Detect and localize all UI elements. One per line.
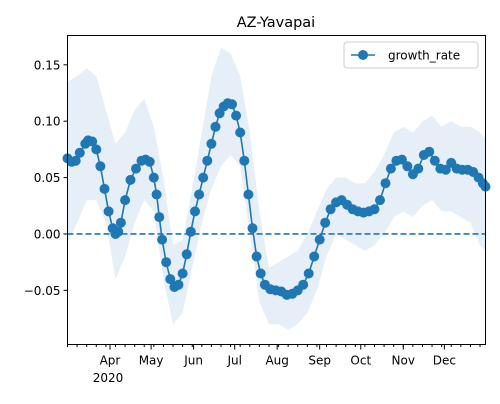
data-point (380, 178, 391, 189)
data-point (298, 279, 309, 290)
y-tick-label: 0.15 (34, 58, 61, 72)
plot-frame (67, 35, 486, 345)
data-point (99, 183, 110, 194)
data-point (206, 138, 217, 149)
data-point (148, 172, 159, 183)
data-point (198, 172, 209, 183)
x-tick-label: Nov (392, 354, 415, 368)
legend-marker-icon (358, 50, 368, 60)
x-tick-label: Oct (350, 354, 371, 368)
data-point (194, 189, 205, 200)
data-point (325, 204, 336, 215)
data-point (125, 174, 136, 185)
data-point (91, 144, 102, 155)
data-point (177, 268, 188, 279)
data-point (144, 156, 155, 167)
data-point (440, 164, 451, 175)
data-point (70, 155, 81, 166)
data-point (87, 136, 98, 147)
y-axis: −0.05 0.00 0.05 0.10 0.15 (24, 58, 68, 298)
series-layer (62, 98, 491, 300)
confidence-band-layer (67, 47, 486, 330)
data-point (303, 268, 314, 279)
y-tick-label: −0.05 (24, 284, 61, 298)
data-point (385, 163, 396, 174)
data-point (375, 195, 385, 206)
data-point (190, 206, 200, 217)
data-point (157, 234, 168, 245)
data-point (402, 161, 413, 172)
legend-box (343, 41, 479, 69)
data-point (131, 163, 141, 174)
y-tick-label: 0.10 (34, 115, 61, 129)
data-point (243, 189, 254, 200)
data-point (314, 234, 325, 245)
data-point (173, 279, 184, 290)
x-tick-label: Apr (100, 354, 121, 368)
x-axis-year-label: 2020 (93, 371, 124, 385)
chart-title: AZ-Yavapai (237, 15, 315, 31)
x-tick-label: May (139, 354, 164, 368)
x-tick-label: Sep (308, 354, 331, 368)
legend: growth_rate (343, 41, 479, 69)
data-point (231, 110, 242, 121)
data-point (115, 217, 126, 228)
data-point (202, 155, 213, 166)
data-point (251, 251, 262, 262)
data-point (239, 155, 250, 166)
data-point (113, 226, 124, 237)
data-point (235, 127, 246, 138)
data-point (247, 223, 258, 234)
confidence-band (67, 47, 486, 330)
x-tick-label: Jul (226, 354, 241, 368)
data-point (95, 161, 106, 172)
data-point (103, 206, 114, 217)
data-point (413, 163, 424, 174)
data-point (151, 189, 162, 200)
x-tick-label: Dec (433, 354, 456, 368)
data-point (154, 212, 165, 223)
data-point (309, 251, 320, 262)
data-point (255, 268, 266, 279)
y-tick-label: 0.05 (34, 171, 61, 185)
data-point (210, 121, 221, 132)
data-point (185, 226, 196, 237)
data-point (181, 249, 192, 260)
data-point (120, 195, 131, 206)
data-point (396, 154, 407, 165)
x-tick-label: Jun (183, 354, 203, 368)
data-point (424, 146, 435, 157)
legend-label: growth_rate (388, 49, 460, 63)
data-point (165, 274, 176, 285)
data-point (74, 147, 85, 158)
data-point (320, 217, 331, 228)
data-point (369, 204, 380, 215)
x-axis: Apr May Jun Jul Aug Sep Oct Nov Dec (67, 344, 481, 368)
data-point (429, 155, 440, 166)
data-point (161, 257, 172, 268)
x-tick-label: Aug (265, 354, 288, 368)
data-point (227, 99, 237, 110)
y-tick-label: 0.00 (34, 227, 61, 241)
